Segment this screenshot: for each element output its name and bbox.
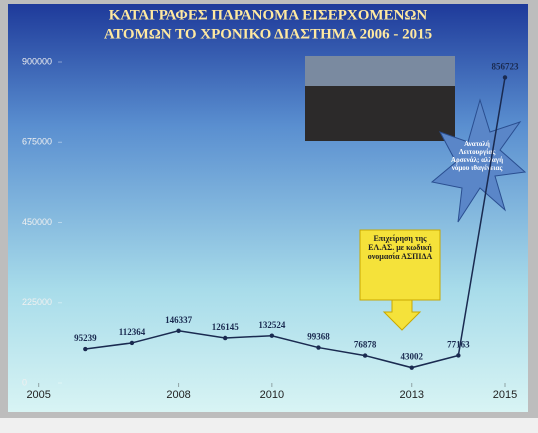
data-label: 95239 bbox=[74, 333, 97, 343]
data-label: 99368 bbox=[307, 332, 330, 342]
data-label: 77163 bbox=[447, 340, 470, 350]
annotation-box-text: Επιχείρηση της ΕΛ.ΑΣ. με κωδική ονομασία… bbox=[367, 234, 433, 261]
data-label: 132524 bbox=[258, 320, 286, 330]
photo-sky bbox=[305, 56, 455, 86]
data-label: 112364 bbox=[119, 327, 146, 337]
data-label: 43002 bbox=[400, 352, 423, 362]
annotation-star-text: Ανατολή Λειτουργίας Αρσενάλ; αλλαγή νόμο… bbox=[450, 140, 504, 172]
y-tick-label: 900000 bbox=[22, 56, 52, 66]
data-point bbox=[83, 346, 88, 352]
chart-subtitle: ΑΤΟΜΩΝ ΤΟ ΧΡΟΝΙΚΟ ΔΙΑΣΤΗΜΑ 2006 - 2015 bbox=[104, 26, 432, 42]
data-point bbox=[269, 333, 275, 338]
x-tick-label: 2015 bbox=[493, 389, 517, 401]
data-point bbox=[176, 328, 181, 334]
annotation-star bbox=[430, 98, 527, 223]
data-point bbox=[409, 365, 414, 370]
data-point bbox=[316, 345, 321, 350]
chart-title: ΚΑΤΑΓΡΑΦΕΣ ΠΑΡΑΝΟΜΑ ΕΙΣΕΡΧΟΜΕΝΩΝ bbox=[109, 7, 428, 23]
y-tick-label: 0 bbox=[22, 377, 27, 387]
annotation-box-text-holder: Επιχείρηση της ΕΛ.ΑΣ. με κωδική ονομασία… bbox=[367, 234, 433, 261]
y-tick-label: 675000 bbox=[22, 137, 52, 147]
annotation-star-text-holder: Ανατολή Λειτουργίας Αρσενάλ; αλλαγή νόμο… bbox=[450, 140, 504, 172]
data-point bbox=[502, 75, 508, 80]
y-tick-label: 225000 bbox=[22, 297, 52, 307]
data-label: 76878 bbox=[354, 340, 377, 350]
x-tick-label: 2005 bbox=[26, 389, 50, 401]
x-tick-label: 2008 bbox=[166, 389, 190, 401]
data-label: 146337 bbox=[165, 315, 193, 325]
data-label: 126145 bbox=[212, 322, 240, 332]
data-point bbox=[362, 353, 368, 358]
annotation-arrow bbox=[382, 299, 422, 331]
data-line bbox=[85, 77, 506, 369]
data-point bbox=[129, 340, 135, 346]
y-tick-label: 450000 bbox=[22, 217, 52, 227]
x-tick-label: 2013 bbox=[399, 389, 423, 401]
data-point bbox=[223, 335, 228, 341]
data-point bbox=[456, 353, 461, 358]
annotation-box bbox=[359, 229, 441, 301]
data-label: 856723 bbox=[492, 61, 520, 71]
x-tick-label: 2010 bbox=[260, 389, 284, 401]
